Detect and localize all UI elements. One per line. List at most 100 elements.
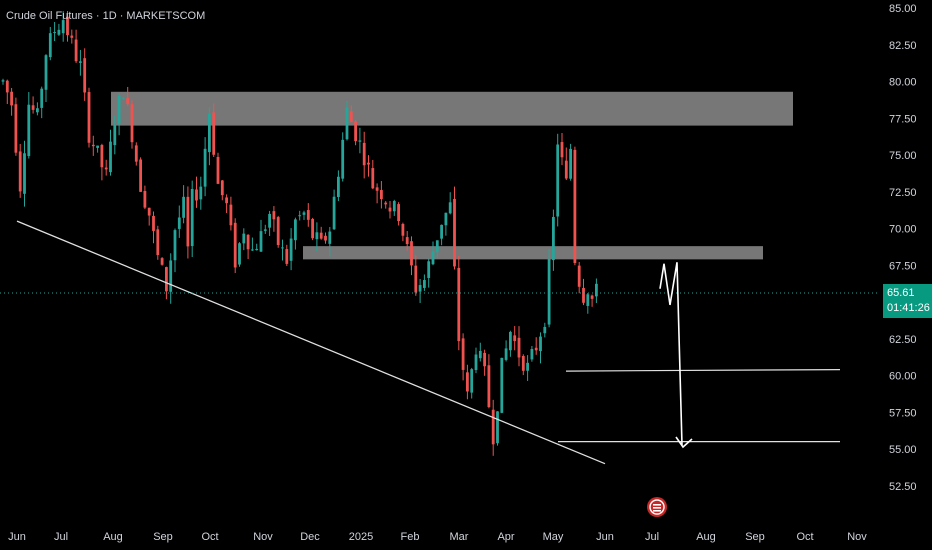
candle-body xyxy=(74,39,78,62)
candle-body xyxy=(345,107,349,140)
candle-body xyxy=(242,233,246,244)
candle-body xyxy=(500,357,504,413)
candle-body xyxy=(466,372,469,392)
x-tick-label: Aug xyxy=(696,531,716,543)
candle-body xyxy=(229,204,233,226)
candle-body xyxy=(534,347,538,351)
candle-body xyxy=(530,349,534,360)
candle-body xyxy=(302,212,306,215)
x-tick-label: Feb xyxy=(401,531,420,543)
candle-body xyxy=(117,95,121,125)
x-tick-label: Dec xyxy=(300,531,320,543)
candle-body xyxy=(156,229,160,256)
candle-body xyxy=(57,29,61,35)
candle-body xyxy=(496,411,499,444)
x-tick-label: 2025 xyxy=(349,531,373,543)
y-tick-label: 77.50 xyxy=(889,113,917,125)
candle-body xyxy=(397,204,400,222)
candle-body xyxy=(461,338,465,370)
candle-body xyxy=(521,355,525,371)
candle-body xyxy=(470,369,474,393)
candle-body xyxy=(139,159,142,192)
projection-arrowhead xyxy=(675,436,693,449)
y-tick-label: 70.00 xyxy=(889,224,917,236)
candle-body xyxy=(246,234,250,250)
candle-body xyxy=(487,365,491,408)
candle-body xyxy=(134,145,138,162)
candle-body xyxy=(18,151,22,192)
candle-body xyxy=(401,223,405,236)
candle-body xyxy=(354,121,357,142)
candle-body xyxy=(315,232,319,240)
candle-body xyxy=(27,104,31,157)
candle-body xyxy=(100,144,104,168)
candle-body xyxy=(186,196,190,247)
candle-body xyxy=(440,224,443,239)
x-tick-label: Apr xyxy=(497,531,514,543)
candle-body xyxy=(199,186,203,200)
candle-body xyxy=(289,238,293,261)
candle-body xyxy=(362,142,366,166)
candle-body xyxy=(10,91,13,106)
x-tick-label: Aug xyxy=(103,531,123,543)
candle-body xyxy=(195,189,198,201)
candle-body xyxy=(337,176,340,198)
broker-logo-icon xyxy=(647,497,667,517)
x-tick-label: Oct xyxy=(201,531,218,543)
x-tick-label: Sep xyxy=(153,531,173,543)
candle-body xyxy=(306,210,310,220)
candle-body xyxy=(582,287,585,303)
candle-body xyxy=(478,350,482,359)
candle-body xyxy=(491,409,495,445)
candle-body xyxy=(96,145,99,148)
candle-body xyxy=(147,207,151,216)
x-tick-label: Sep xyxy=(745,531,765,543)
x-tick-label: Jun xyxy=(8,531,26,543)
candle-body xyxy=(208,113,211,153)
y-tick-label: 67.50 xyxy=(889,260,917,272)
x-tick-label: Jun xyxy=(596,531,614,543)
projection-path xyxy=(659,262,683,446)
x-tick-label: Jul xyxy=(645,531,659,543)
candle-body xyxy=(564,160,568,179)
candle-body xyxy=(91,144,95,147)
candle-body xyxy=(173,230,177,261)
candle-body xyxy=(130,104,134,143)
candle-body xyxy=(332,196,336,230)
candle-body xyxy=(513,335,517,342)
candle-body xyxy=(281,247,284,249)
candle-body xyxy=(276,217,280,246)
candle-body xyxy=(66,16,69,36)
y-tick-label: 62.50 xyxy=(889,334,917,346)
candle-body xyxy=(319,232,323,239)
candle-body xyxy=(324,235,327,241)
candle-body xyxy=(87,92,91,143)
candle-body xyxy=(109,141,112,173)
candle-body xyxy=(285,249,289,264)
candle-body xyxy=(23,153,26,194)
candle-body xyxy=(83,58,87,93)
candle-body xyxy=(36,108,39,113)
candle-body xyxy=(259,231,263,252)
candle-body xyxy=(165,267,168,292)
y-tick-label: 85.00 xyxy=(889,3,917,15)
support-trendline xyxy=(16,220,606,465)
candle-body xyxy=(380,190,383,200)
candle-body xyxy=(14,104,18,153)
candle-body xyxy=(152,215,155,231)
candle-body xyxy=(590,295,594,299)
candle-body xyxy=(263,229,267,231)
candle-body xyxy=(367,162,370,165)
candle-body xyxy=(169,260,173,292)
candle-body xyxy=(474,354,478,371)
candle-body xyxy=(328,231,332,244)
candle-body xyxy=(388,207,392,212)
candle-body xyxy=(543,326,547,334)
candle-body xyxy=(405,237,409,245)
candle-body xyxy=(431,251,435,265)
chart-title: Crude Oil Futures · 1D · MARKETSCOM xyxy=(6,10,206,22)
current-price-value: 65.61 xyxy=(887,287,915,299)
candle-body xyxy=(448,202,452,214)
candle-body xyxy=(255,248,259,251)
